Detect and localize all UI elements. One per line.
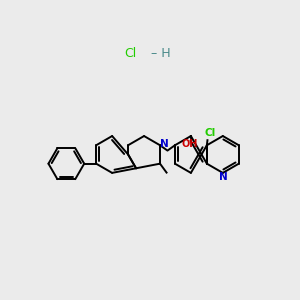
Text: – H: – H [147,47,171,60]
Text: N: N [219,172,228,182]
Text: OH: OH [181,140,198,149]
Text: N: N [160,139,169,149]
Text: Cl: Cl [204,128,215,138]
Text: Cl: Cl [124,47,137,60]
